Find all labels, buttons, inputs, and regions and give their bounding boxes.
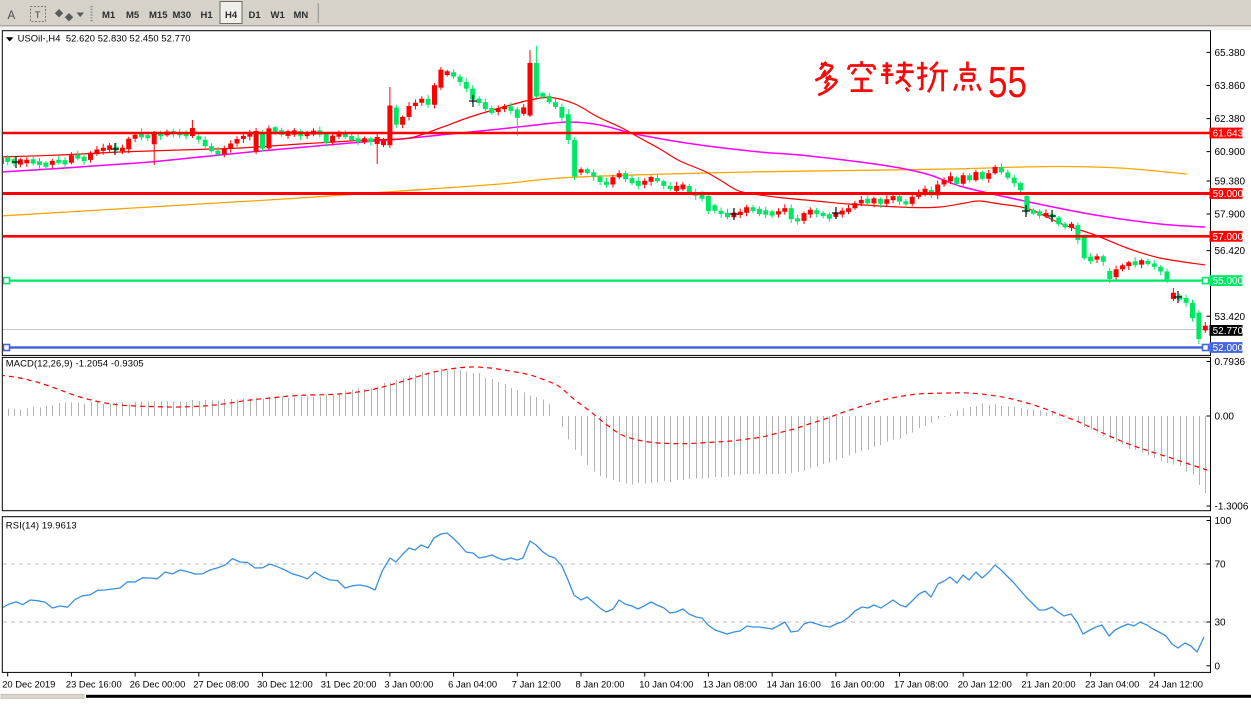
svg-text:M1: M1 [102, 10, 116, 21]
svg-text:M5: M5 [126, 10, 140, 21]
svg-text:63.860: 63.860 [1215, 81, 1246, 92]
svg-text:57.900: 57.900 [1215, 210, 1246, 221]
svg-text:14 Jan 16:00: 14 Jan 16:00 [767, 678, 821, 689]
svg-text:0: 0 [1215, 661, 1221, 672]
svg-text:53.420: 53.420 [1215, 312, 1246, 323]
svg-text:100: 100 [1215, 516, 1232, 527]
svg-text:0.7936: 0.7936 [1215, 357, 1246, 368]
svg-text:62.380: 62.380 [1215, 114, 1246, 125]
svg-text:0.00: 0.00 [1215, 412, 1235, 423]
svg-text:13 Jan 08:00: 13 Jan 08:00 [703, 678, 757, 689]
svg-text:65.380: 65.380 [1215, 48, 1246, 59]
svg-text:8 Jan 20:00: 8 Jan 20:00 [576, 678, 625, 689]
svg-text:D1: D1 [249, 10, 262, 21]
svg-text:31 Dec 20:00: 31 Dec 20:00 [321, 678, 377, 689]
svg-text:-1.3006: -1.3006 [1215, 502, 1249, 513]
svg-text:H1: H1 [201, 10, 214, 21]
svg-text:27 Dec 08:00: 27 Dec 08:00 [193, 678, 249, 689]
svg-text:70: 70 [1215, 560, 1227, 571]
svg-text:30: 30 [1215, 618, 1227, 629]
svg-text:56.420: 56.420 [1215, 246, 1246, 257]
svg-text:MACD(12,26,9) -1.2054 -0.9305: MACD(12,26,9) -1.2054 -0.9305 [6, 358, 144, 369]
svg-text:16 Jan 00:00: 16 Jan 00:00 [830, 678, 884, 689]
svg-text:7 Jan 12:00: 7 Jan 12:00 [512, 678, 561, 689]
svg-text:52.000: 52.000 [1213, 343, 1244, 354]
svg-text:USOil-,H4 52.620 52.830 52.45: USOil-,H4 52.620 52.830 52.450 52.770 [18, 33, 191, 44]
svg-text:H4: H4 [225, 10, 238, 21]
svg-text:6 Jan 04:00: 6 Jan 04:00 [448, 678, 497, 689]
svg-text:T: T [35, 10, 41, 21]
svg-text:10 Jan 04:00: 10 Jan 04:00 [639, 678, 693, 689]
svg-text:W1: W1 [271, 10, 286, 21]
svg-text:A: A [8, 10, 16, 22]
svg-text:20 Jan 12:00: 20 Jan 12:00 [958, 678, 1012, 689]
svg-text:M15: M15 [149, 10, 168, 21]
svg-text:21 Jan 20:00: 21 Jan 20:00 [1021, 678, 1075, 689]
svg-text:61.643: 61.643 [1213, 129, 1244, 140]
svg-text:23 Dec 16:00: 23 Dec 16:00 [66, 678, 122, 689]
svg-text:20 Dec 2019: 20 Dec 2019 [2, 678, 55, 689]
svg-text:59.000: 59.000 [1213, 189, 1244, 200]
svg-text:55: 55 [988, 58, 1027, 107]
svg-text:57.000: 57.000 [1213, 232, 1244, 243]
svg-text:M30: M30 [173, 10, 191, 21]
svg-text:RSI(14) 19.9613: RSI(14) 19.9613 [6, 519, 77, 530]
svg-text:23 Jan 04:00: 23 Jan 04:00 [1085, 678, 1139, 689]
svg-text:MN: MN [294, 10, 309, 21]
svg-text:17 Jan 08:00: 17 Jan 08:00 [894, 678, 948, 689]
svg-text:55.000: 55.000 [1213, 276, 1244, 287]
svg-text:24 Jan 12:00: 24 Jan 12:00 [1149, 678, 1203, 689]
svg-text:26 Dec 00:00: 26 Dec 00:00 [130, 678, 186, 689]
svg-text:52.770: 52.770 [1213, 326, 1244, 337]
svg-text:60.900: 60.900 [1215, 147, 1246, 158]
svg-text:59.380: 59.380 [1215, 177, 1246, 188]
svg-text:3 Jan 00:00: 3 Jan 00:00 [384, 678, 433, 689]
svg-text:30 Dec 12:00: 30 Dec 12:00 [257, 678, 313, 689]
